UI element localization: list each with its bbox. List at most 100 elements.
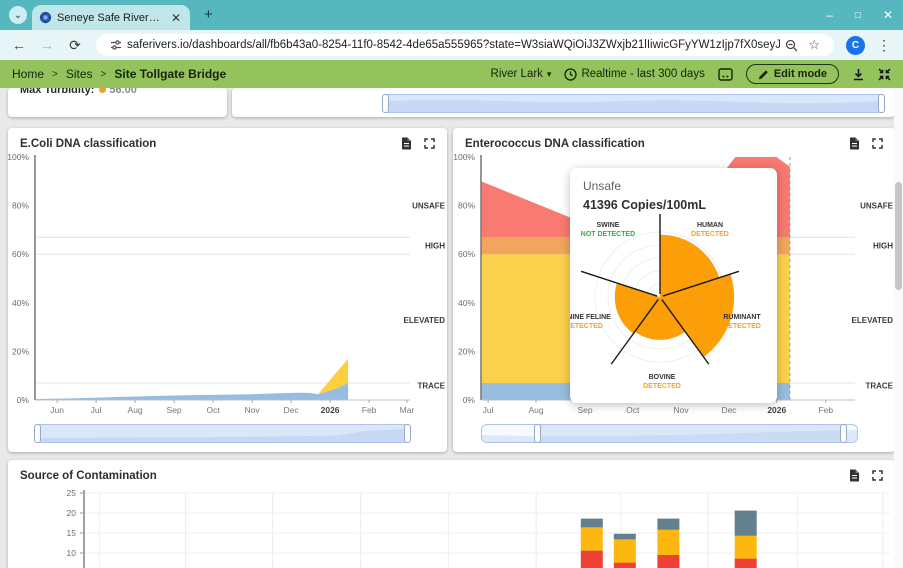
radar-label-human: HUMAN DETECTED (691, 222, 729, 238)
site-favicon (39, 11, 52, 24)
y-tick-label: 80% (458, 201, 475, 211)
brush-handle-left[interactable] (534, 424, 541, 443)
time-range-label: Realtime - last 300 days (581, 68, 705, 80)
status-dot (99, 88, 107, 93)
radar-sector-canine-feline (614, 283, 660, 334)
bar-segment-slate (657, 518, 680, 530)
breadcrumb-home[interactable]: Home (12, 67, 45, 81)
browser-menu-icon[interactable]: ⋮ (877, 36, 891, 53)
radar-label-bovine: BOVINE DETECTED (643, 374, 681, 390)
chart-title: Source of Contamination (20, 469, 157, 482)
y-tick-label: 10 (67, 548, 77, 558)
zoom-out-icon[interactable] (785, 39, 798, 52)
scrollbar-thumb[interactable] (895, 182, 902, 290)
time-brush[interactable] (382, 94, 885, 113)
browser-tab[interactable]: Seneye Safe Rivers | Dashboard ✕ (32, 5, 190, 30)
dashboard-content: Max Turbidity: 56.00 E.Coli DNA classific… (0, 88, 903, 568)
chart-title: Enterococcus DNA classification (465, 137, 645, 150)
edit-mode-label: Edit mode (773, 68, 827, 80)
bar-segment-yellow (734, 535, 757, 559)
collapse-icon[interactable] (878, 68, 891, 81)
ecoli-area-chart: 100% 80% 60% 40% 20% 0% Jun Jul Aug Sep Oct Nov Dec 2… (8, 154, 446, 415)
x-tick-label: Jul (483, 405, 494, 415)
brush-handle-right[interactable] (878, 94, 885, 113)
y-tick-label: 100% (453, 154, 475, 162)
y-tick-label: 20% (12, 346, 29, 356)
source-contamination-card: Source of Contamination 25 20 15 10 (8, 460, 895, 568)
y-tick-label: 0% (17, 395, 30, 405)
x-tick-label: Feb (818, 405, 833, 415)
tab-close-icon[interactable]: ✕ (170, 10, 181, 25)
ecoli-chart-card: E.Coli DNA classification 100% 80% 60% 40% 2… (8, 128, 447, 452)
window-close-button[interactable]: ✕ (882, 8, 893, 22)
enterococcus-chart-card: Enterococcus DNA classification 100% 80% 6… (453, 128, 895, 452)
bookmark-star-icon[interactable]: ☆ (808, 37, 820, 52)
x-tick-label: Jun (50, 405, 64, 415)
breadcrumb-separator: > (52, 68, 58, 80)
url-text: saferivers.io/dashboards/all/fb6b43a0-82… (127, 39, 781, 51)
download-icon[interactable] (852, 68, 865, 81)
y-tick-label: 60% (12, 249, 29, 259)
bar-segment-slate (613, 533, 636, 540)
site-selector-label: River Lark (490, 68, 543, 80)
profile-avatar[interactable]: C (846, 35, 865, 55)
metric-label: Max Turbidity: (20, 88, 95, 96)
site-selector-dropdown[interactable]: River Lark ▾ (491, 68, 552, 80)
dashboard-navbar: Home > Sites > Site Tollgate Bridge Rive… (0, 60, 903, 88)
forward-button[interactable]: → (40, 37, 54, 53)
x-tick-label: Oct (626, 405, 640, 415)
y-tick-label: 80% (12, 201, 29, 211)
zone-label: ELEVATED (852, 316, 894, 325)
panel-expand-icon[interactable] (872, 138, 883, 149)
y-tick-label: 40% (458, 298, 475, 308)
bar-segment-yellow (613, 539, 636, 563)
window-minimize-button[interactable]: – (826, 8, 833, 22)
reload-button[interactable]: ⟳ (69, 36, 81, 53)
panel-report-icon[interactable] (849, 469, 860, 482)
chart-title: E.Coli DNA classification (20, 137, 157, 150)
edit-mode-button[interactable]: Edit mode (745, 64, 839, 84)
bar-segment-yellow (580, 527, 603, 551)
window-maximize-button[interactable]: □ (854, 9, 861, 21)
x-tick-label: Aug (528, 405, 543, 415)
brush-handle-left[interactable] (382, 94, 389, 113)
browser-toolbar: ← → ⟳ saferivers.io/dashboards/all/fb6b4… (0, 30, 903, 60)
radar-sector-human (660, 234, 720, 297)
panel-report-icon[interactable] (849, 137, 860, 150)
y-tick-label: 20 (67, 508, 77, 518)
time-range-picker[interactable]: Realtime - last 300 days (564, 67, 705, 81)
y-tick-label: 0% (463, 395, 476, 405)
kiosk-mode-icon[interactable] (718, 67, 733, 81)
new-tab-button[interactable]: + (204, 6, 213, 23)
tooltip-value: 41396 Copies/100mL (583, 198, 706, 212)
brush-handle-left[interactable] (34, 424, 41, 443)
zone-label: ELEVATED (404, 316, 446, 325)
y-tick-label: 20% (458, 346, 475, 356)
clock-icon (564, 67, 578, 81)
address-bar[interactable]: saferivers.io/dashboards/all/fb6b43a0-82… (96, 34, 834, 56)
brush-handle-right[interactable] (404, 424, 411, 443)
radar-sector-bovine (634, 297, 686, 340)
ecoli-time-brush[interactable] (34, 424, 411, 443)
pencil-icon (758, 69, 768, 79)
page-scrollbar[interactable] (894, 88, 903, 568)
bar-segment-yellow (657, 529, 680, 555)
panel-report-icon[interactable] (401, 137, 412, 150)
breadcrumb-sites[interactable]: Sites (65, 67, 93, 81)
radar-label-ruminant: RUMINANT DETECTED (723, 314, 761, 330)
x-tick-label: Mar (400, 405, 415, 415)
y-tick-label: 60% (458, 249, 475, 259)
bar-segment-red (580, 550, 603, 568)
back-button[interactable]: ← (12, 37, 26, 53)
radar-label-canine-feline: CANINE FELINEDETECTED (570, 314, 611, 330)
panel-expand-icon[interactable] (424, 138, 435, 149)
entero-time-brush[interactable] (481, 424, 858, 443)
x-tick-label: Nov (674, 405, 690, 415)
site-settings-icon[interactable] (110, 39, 122, 51)
panel-expand-icon[interactable] (872, 470, 883, 481)
brush-handle-right[interactable] (840, 424, 847, 443)
y-tick-label: 100% (8, 154, 29, 162)
x-tick-label: Oct (206, 405, 220, 415)
tab-search-button[interactable]: ⌄ (9, 6, 27, 24)
ecoli-trace-area (35, 383, 349, 400)
